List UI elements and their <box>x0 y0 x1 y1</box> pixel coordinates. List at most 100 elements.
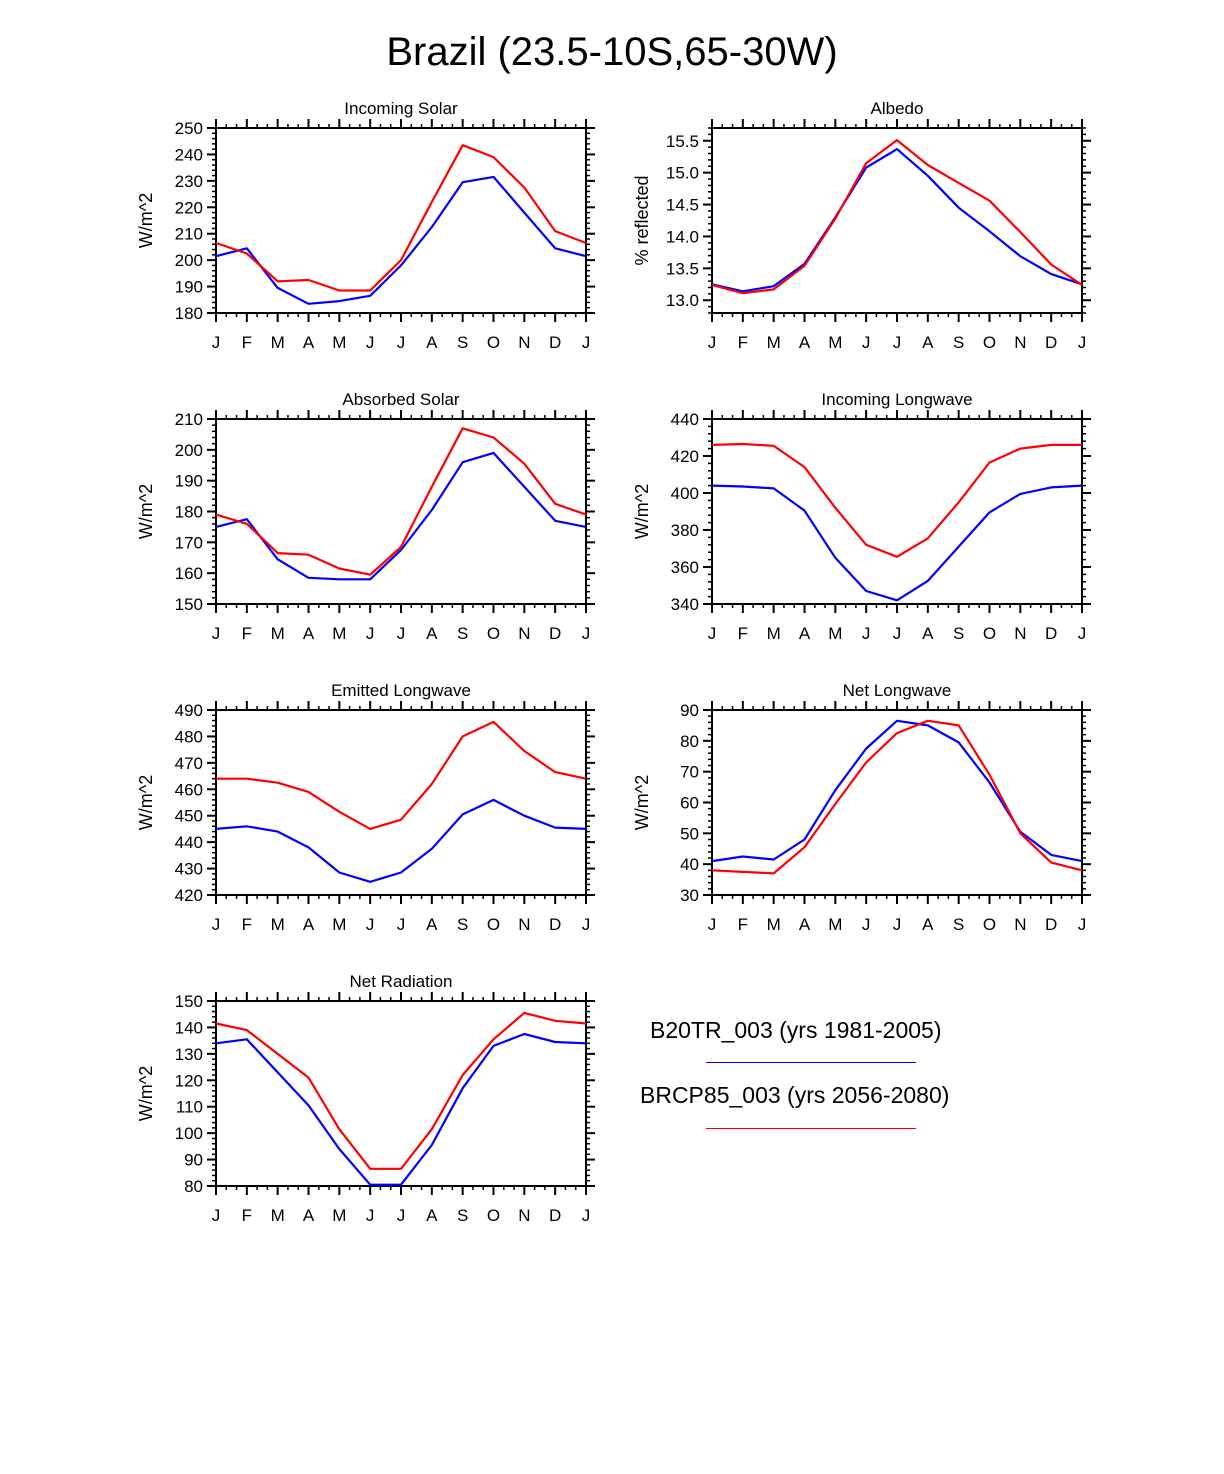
panel-title: Net Longwave <box>843 681 952 700</box>
x-tick-label: O <box>487 624 500 643</box>
y-tick-label: 220 <box>175 198 203 217</box>
panel-title: Incoming Solar <box>344 99 458 118</box>
y-tick-label: 240 <box>175 145 203 164</box>
x-tick-label: A <box>426 333 438 352</box>
x-tick-label: N <box>518 624 530 643</box>
x-tick-label: N <box>1014 624 1026 643</box>
plot-frame <box>215 418 587 605</box>
y-tick-label: 180 <box>175 304 203 323</box>
x-tick-label: J <box>862 624 871 643</box>
y-tick-label: 200 <box>175 251 203 270</box>
y-tick-label: 100 <box>175 1124 203 1143</box>
y-tick-label: 430 <box>175 860 203 879</box>
plot-frame <box>711 127 1083 314</box>
x-tick-label: J <box>397 915 406 934</box>
y-axis-label: W/m^2 <box>136 193 156 248</box>
y-axis-label: W/m^2 <box>136 484 156 539</box>
y-tick-label: 230 <box>175 172 203 191</box>
x-tick-label: J <box>397 624 406 643</box>
x-tick-label: F <box>242 333 252 352</box>
x-tick-label: J <box>582 624 591 643</box>
x-tick-label: J <box>582 1206 591 1225</box>
x-tick-label: J <box>582 333 591 352</box>
x-tick-label: D <box>1045 624 1057 643</box>
x-tick-label: S <box>953 624 964 643</box>
y-tick-label: 340 <box>671 595 699 614</box>
x-tick-label: A <box>426 915 438 934</box>
x-tick-label: J <box>397 333 406 352</box>
y-tick-label: 420 <box>175 886 203 905</box>
x-tick-label: N <box>1014 915 1026 934</box>
y-tick-label: 150 <box>175 595 203 614</box>
panel-title: Albedo <box>871 99 924 118</box>
x-tick-label: M <box>828 333 842 352</box>
x-tick-label: F <box>242 915 252 934</box>
series-line-b20tr <box>711 484 1083 602</box>
x-tick-label: M <box>332 624 346 643</box>
x-tick-label: M <box>271 624 285 643</box>
y-tick-label: 15.5 <box>666 132 699 151</box>
x-tick-label: A <box>303 915 315 934</box>
x-tick-label: J <box>1078 333 1087 352</box>
y-tick-label: 130 <box>175 1045 203 1064</box>
x-tick-label: M <box>271 333 285 352</box>
y-tick-label: 90 <box>184 1151 203 1170</box>
y-tick-label: 50 <box>680 824 699 843</box>
y-tick-label: 14.0 <box>666 227 699 246</box>
x-tick-label: A <box>426 624 438 643</box>
x-tick-label: N <box>518 333 530 352</box>
legend-label-brcp85: BRCP85_003 (yrs 2056-2080) <box>640 1082 950 1108</box>
x-tick-label: M <box>332 915 346 934</box>
y-tick-label: 80 <box>184 1177 203 1196</box>
y-tick-label: 360 <box>671 558 699 577</box>
x-tick-label: A <box>426 1206 438 1225</box>
x-tick-label: M <box>332 1206 346 1225</box>
x-tick-label: A <box>303 333 315 352</box>
y-tick-label: 15.0 <box>666 164 699 183</box>
y-tick-label: 120 <box>175 1071 203 1090</box>
legend-line-b20tr <box>706 1062 916 1063</box>
y-tick-label: 80 <box>680 732 699 751</box>
y-tick-label: 480 <box>175 727 203 746</box>
figure-title: Brazil (23.5-10S,65-30W) <box>386 30 838 74</box>
y-axis-label: W/m^2 <box>632 775 652 830</box>
panel-title: Incoming Longwave <box>821 390 972 409</box>
series-line-brcp85 <box>215 144 587 292</box>
x-tick-label: J <box>212 624 221 643</box>
y-axis-label: W/m^2 <box>632 484 652 539</box>
x-tick-label: M <box>767 624 781 643</box>
x-tick-label: A <box>799 624 811 643</box>
x-tick-label: O <box>487 333 500 352</box>
y-tick-label: 13.0 <box>666 291 699 310</box>
x-tick-label: A <box>922 915 934 934</box>
x-tick-label: S <box>457 624 468 643</box>
x-tick-label: J <box>366 1206 375 1225</box>
y-tick-label: 40 <box>680 855 699 874</box>
y-tick-label: 210 <box>175 225 203 244</box>
x-tick-label: N <box>518 1206 530 1225</box>
x-tick-label: D <box>549 333 561 352</box>
x-tick-label: J <box>893 333 902 352</box>
y-tick-label: 470 <box>175 754 203 773</box>
x-tick-label: S <box>953 333 964 352</box>
x-tick-label: D <box>1045 333 1057 352</box>
plot-frame <box>215 1000 587 1187</box>
x-tick-label: A <box>303 1206 315 1225</box>
x-tick-label: O <box>983 624 996 643</box>
series-line-b20tr <box>711 148 1083 293</box>
x-tick-label: J <box>366 915 375 934</box>
y-tick-label: 440 <box>175 833 203 852</box>
x-tick-label: J <box>708 333 717 352</box>
x-tick-label: O <box>983 333 996 352</box>
x-tick-label: O <box>487 915 500 934</box>
x-tick-label: A <box>303 624 315 643</box>
y-tick-label: 170 <box>175 533 203 552</box>
x-tick-label: O <box>983 915 996 934</box>
y-tick-label: 160 <box>175 564 203 583</box>
y-tick-label: 420 <box>671 447 699 466</box>
y-tick-label: 460 <box>175 780 203 799</box>
